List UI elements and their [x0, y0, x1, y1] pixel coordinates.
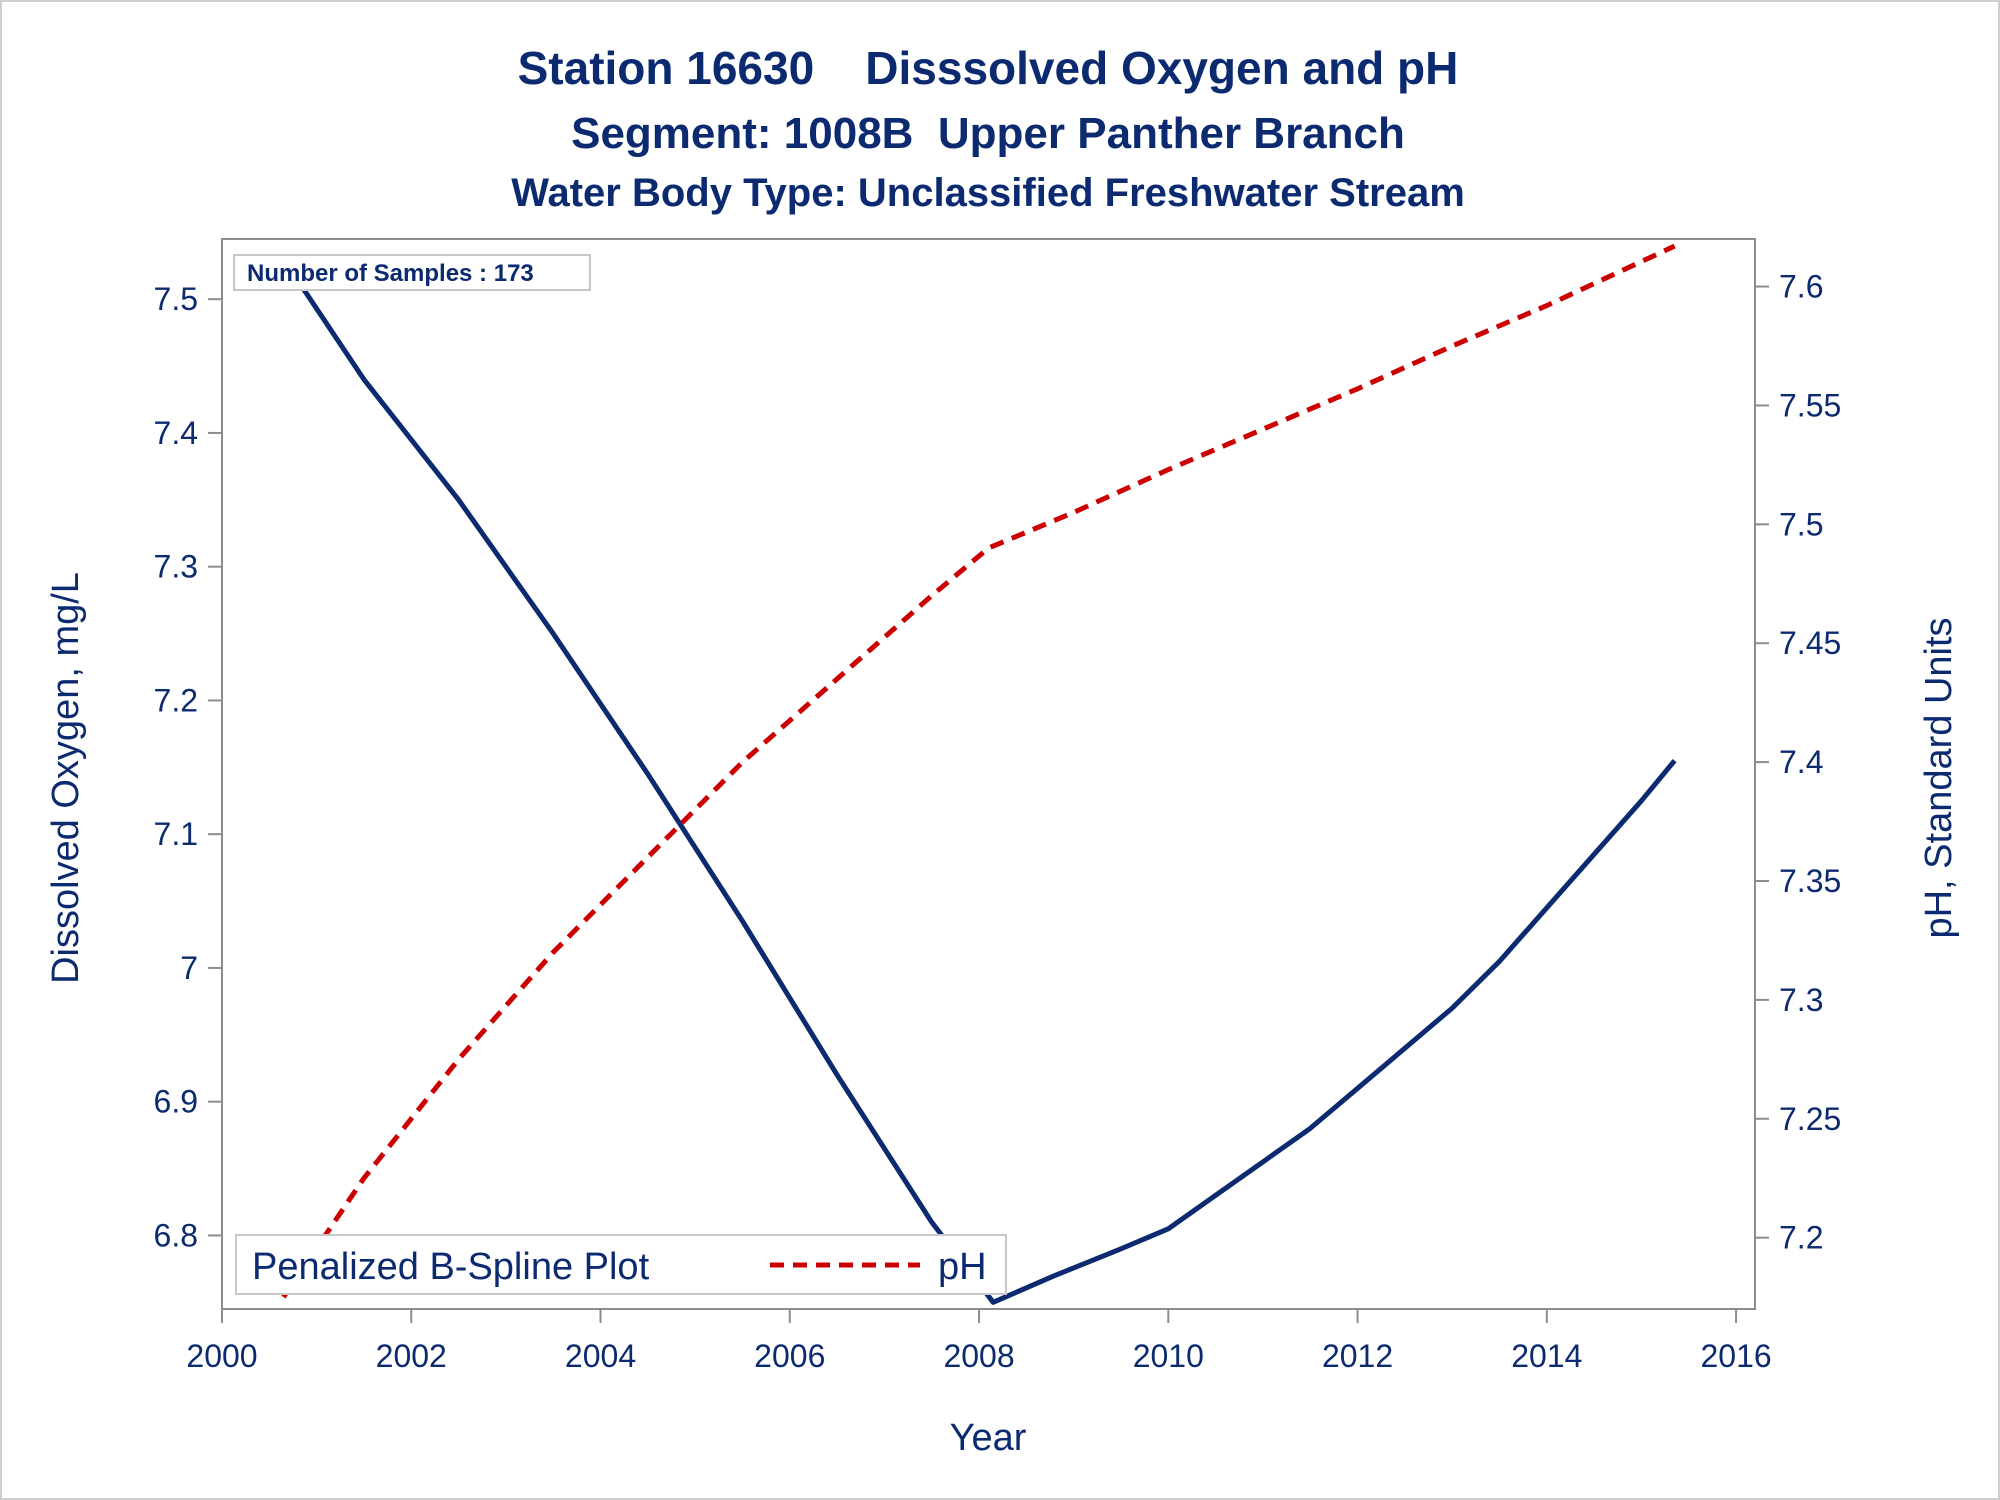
y-tick-label: 6.9 — [154, 1084, 198, 1120]
y2-tick-label: 7.5 — [1779, 506, 1823, 542]
y-tick-label: 7.4 — [154, 415, 198, 451]
x-tick-label: 2012 — [1322, 1338, 1393, 1374]
y-axis-label: Dissolved Oxygen, mg/L — [45, 572, 87, 984]
x-tick-label: 2008 — [943, 1338, 1014, 1374]
annotation-box — [233, 254, 591, 291]
x-tick-label: 2006 — [754, 1338, 825, 1374]
x-tick-label: 2016 — [1700, 1338, 1771, 1374]
dissolved-oxygen-series-line — [281, 257, 1677, 1305]
x-tick-label: 2004 — [565, 1338, 636, 1374]
y-tick-label: 7.5 — [154, 281, 198, 317]
chart-subtitle: Segment: 1008B Upper Panther Branch — [571, 109, 1405, 158]
x-axis: 2000 2002 2004 2006 2008 2010 2012 2014 2016 — [186, 1309, 1772, 1374]
sample-count-annotation: Number of Samples : 173 — [233, 254, 591, 291]
y2-tick-label: 7.45 — [1779, 625, 1841, 661]
y-tick-label: 7.2 — [154, 682, 198, 718]
ph-series-line — [281, 243, 1676, 1299]
y-axis-right: 7.2 7.25 7.3 7.35 7.4 7.45 7.5 7.55 7.6 — [1755, 269, 1841, 1256]
legend: Penalized B-Spline Plot pH — [235, 1234, 1007, 1295]
x-tick-label: 2014 — [1511, 1338, 1582, 1374]
x-tick-label: 2010 — [1133, 1338, 1204, 1374]
y2-tick-label: 7.6 — [1779, 269, 1823, 305]
y-tick-label: 7.3 — [154, 549, 198, 585]
y2-tick-label: 7.55 — [1779, 387, 1841, 423]
y2-tick-label: 7.2 — [1779, 1220, 1823, 1256]
y2-tick-label: 7.35 — [1779, 863, 1841, 899]
legend-label-ph: pH — [938, 1246, 987, 1288]
y-tick-label: 7 — [180, 950, 198, 986]
y2-tick-label: 7.4 — [1779, 744, 1823, 780]
y-tick-label: 6.8 — [154, 1217, 198, 1253]
y-tick-label: 7.1 — [154, 816, 198, 852]
chart-title: Station 16630 Disssolved Oxygen and pH — [518, 42, 1459, 94]
y-axis-left: 6.8 6.9 7 7.1 7.2 7.3 7.4 7.5 — [154, 281, 222, 1253]
chart-subtitle-2: Water Body Type: Unclassified Freshwater… — [511, 171, 1465, 215]
y2-tick-label: 7.3 — [1779, 982, 1823, 1018]
y2-tick-label: 7.25 — [1779, 1101, 1841, 1137]
x-tick-label: 2002 — [376, 1338, 447, 1374]
plot-area — [221, 238, 1756, 1310]
legend-title: Penalized B-Spline Plot — [252, 1246, 650, 1288]
x-axis-label: Year — [950, 1417, 1027, 1459]
series-layer — [281, 243, 1677, 1305]
legend-box — [235, 1234, 1007, 1295]
annotation-text: Number of Samples : 173 — [247, 260, 534, 287]
y2-axis-label: pH, Standard Units — [1918, 617, 1960, 938]
x-tick-label: 2000 — [186, 1338, 257, 1374]
